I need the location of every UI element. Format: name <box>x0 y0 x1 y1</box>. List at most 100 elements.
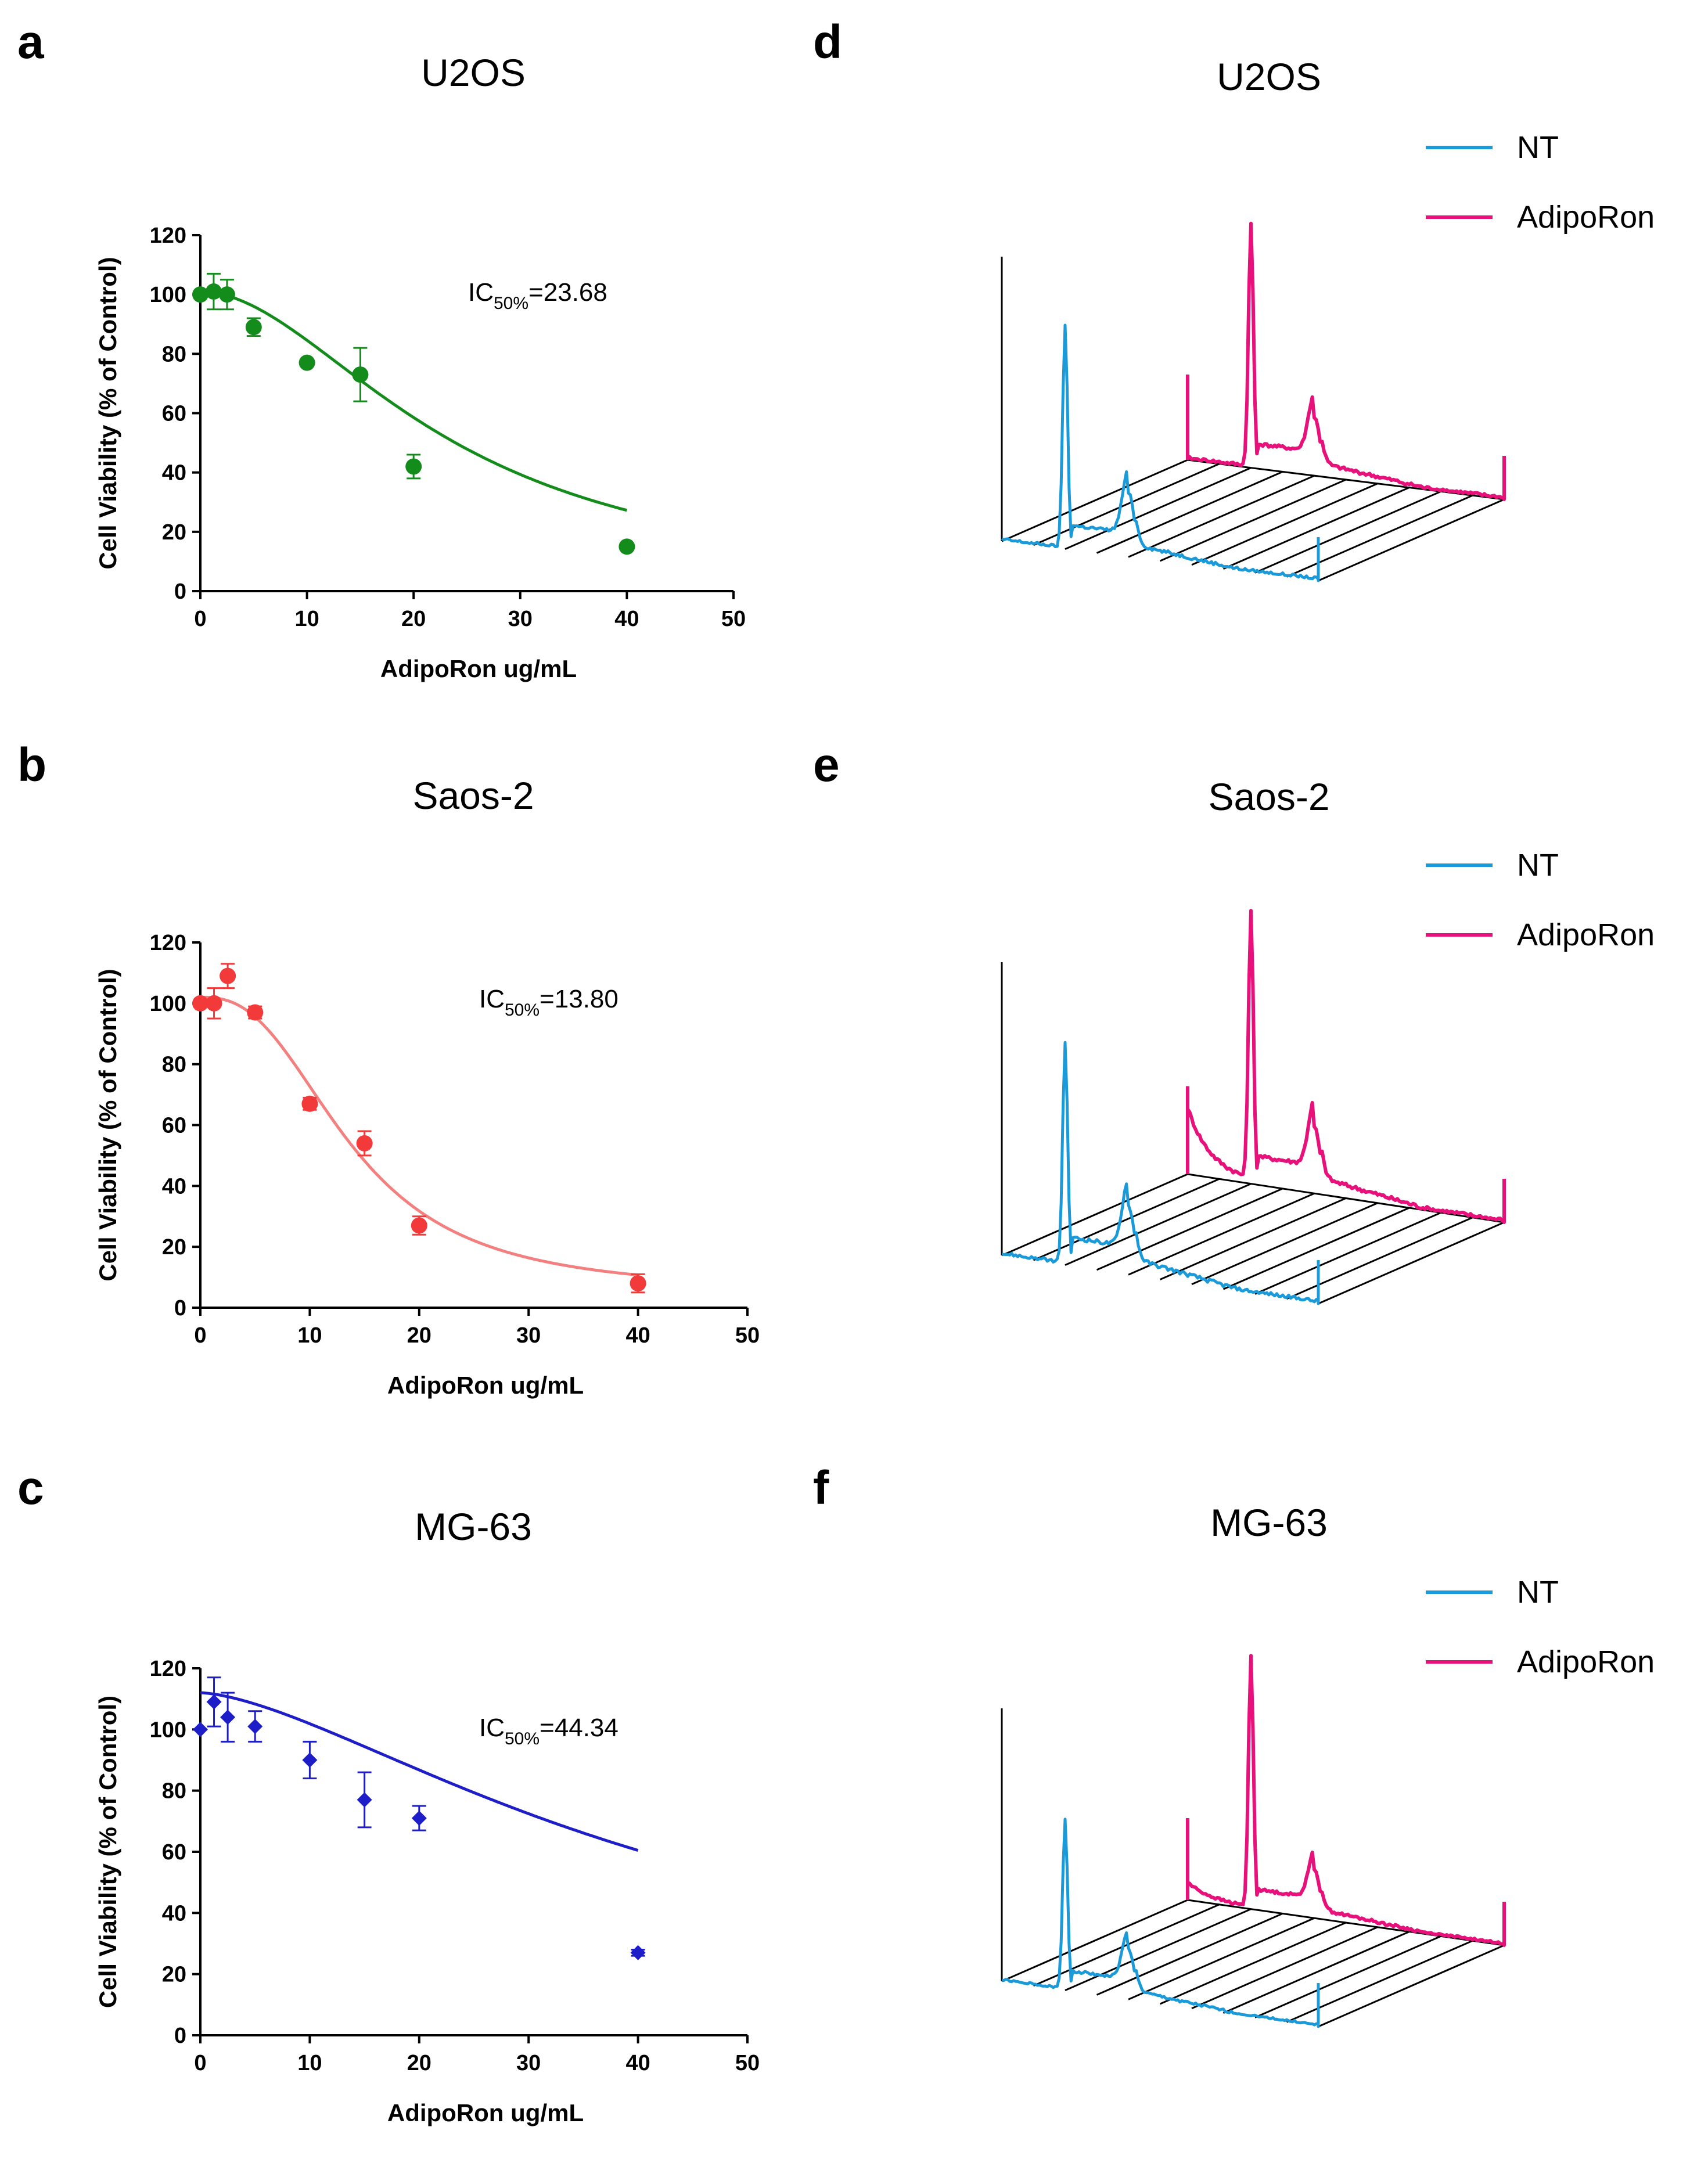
panel-letter: a <box>17 16 45 69</box>
x-tick-label: 0 <box>194 2051 206 2075</box>
depth-gridline <box>1033 1178 1220 1261</box>
data-point <box>411 1217 427 1234</box>
depth-gridline <box>1222 487 1410 570</box>
ic50-subscript: 50% <box>494 294 528 313</box>
x-tick-label: 30 <box>508 607 533 631</box>
data-point <box>302 1752 318 1768</box>
fit-curve <box>200 290 628 512</box>
legend-label: AdipoRon <box>1517 1644 1655 1679</box>
y-axis-label: Cell Viability (% of Control) <box>94 257 121 569</box>
depth-gridline <box>1096 1913 1283 1996</box>
series-trace-nt <box>1001 1041 1320 1305</box>
data-point <box>192 286 208 303</box>
data-point <box>619 538 635 555</box>
depth-gridline <box>1191 483 1378 566</box>
chart-title: MG-63 <box>415 1505 532 1548</box>
x-tick-label: 40 <box>625 1323 650 1348</box>
x-tick-label: 50 <box>735 1323 760 1348</box>
x-axis-label: AdipoRon ug/mL <box>387 2099 584 2126</box>
y-tick-label: 40 <box>162 1901 186 1926</box>
x-axis-label: AdipoRon ug/mL <box>387 1372 584 1399</box>
depth-gridline <box>1033 463 1220 546</box>
y-tick-label: 60 <box>162 1114 186 1138</box>
dose-response-chart-b: b Saos-2 0 10 20 30 40 50 0 20 40 60 80 100 120 AdipoRo… <box>17 739 760 1399</box>
depth-gridline <box>1191 1926 1378 2010</box>
depth-gridline <box>1222 1931 1410 2014</box>
depth-gridline <box>1065 1908 1252 1991</box>
panel-letter: e <box>813 739 840 791</box>
x-tick-label: 10 <box>297 2051 322 2075</box>
y-tick-label: 100 <box>150 992 186 1016</box>
data-point <box>630 1945 646 1960</box>
ic50-prefix: IC <box>468 278 494 307</box>
y-tick-label: 80 <box>162 1053 186 1077</box>
legend: NT AdipoRon <box>1426 130 1655 235</box>
ic50-subscript: 50% <box>505 1729 540 1748</box>
dose-response-chart-c: c MG-63 0 10 20 30 40 50 0 20 40 60 80 100 120 AdipoRon… <box>17 1462 760 2126</box>
legend-label: NT <box>1517 848 1559 883</box>
y-axis-label: Cell Viability (% of Control) <box>94 1696 121 2008</box>
depth-gridline <box>1001 1899 1188 1982</box>
x-tick-label: 10 <box>294 607 319 631</box>
cell-cycle-chart-d: d U2OS NT AdipoRon <box>813 16 1655 582</box>
series-trace-adiporon <box>1186 1654 1506 1947</box>
data-point <box>205 283 222 300</box>
depth-gridline <box>1222 1207 1410 1290</box>
cell-cycle-chart-f: f MG-63 NT AdipoRon <box>813 1462 1655 2028</box>
panel-letter: c <box>17 1462 44 1514</box>
x-tick-label: 50 <box>735 2051 760 2075</box>
depth-gridline <box>1286 1939 1473 2023</box>
x-tick-label: 40 <box>614 607 639 631</box>
back-baseline <box>1187 1899 1505 1946</box>
data-point <box>247 1719 263 1734</box>
ic50-value: =13.80 <box>540 985 619 1013</box>
depth-gridline <box>1318 1944 1505 2028</box>
data-point <box>218 286 235 303</box>
series-trace-nt <box>1001 323 1320 582</box>
x-axis-label: AdipoRon ug/mL <box>380 655 577 682</box>
chart-title: Saos-2 <box>412 774 534 817</box>
depth-gridline <box>1033 1903 1220 1987</box>
x-tick-label: 10 <box>297 1323 322 1348</box>
legend: NT AdipoRon <box>1426 848 1655 952</box>
depth-gridline <box>1065 1183 1252 1266</box>
depth-gridline <box>1001 459 1188 542</box>
fit-curve <box>200 1691 639 1852</box>
x-tick-label: 0 <box>194 1323 206 1348</box>
y-tick-label: 120 <box>150 1657 186 1681</box>
data-point <box>301 1095 318 1112</box>
y-tick-label: 0 <box>174 2024 186 2048</box>
y-tick-label: 40 <box>162 1174 186 1199</box>
series-trace-nt <box>1001 1818 1320 2028</box>
depth-gridline <box>1096 1187 1283 1271</box>
data-point <box>352 366 369 383</box>
depth-gridline <box>1286 494 1473 578</box>
data-point <box>405 458 422 475</box>
chart-title: Saos-2 <box>1208 775 1329 818</box>
ic50-subscript: 50% <box>505 1001 540 1020</box>
y-tick-label: 80 <box>162 1779 186 1804</box>
depth-gridline <box>1065 467 1252 550</box>
depth-gridline <box>1096 471 1283 554</box>
cell-cycle-chart-e: e Saos-2 NT AdipoRon <box>813 739 1655 1305</box>
x-tick-label: 30 <box>516 2051 541 2075</box>
ic50-prefix: IC <box>479 1714 505 1742</box>
legend: NT AdipoRon <box>1426 1575 1655 1679</box>
data-point <box>299 354 315 371</box>
y-tick-label: 20 <box>162 1235 186 1259</box>
depth-gridline <box>1159 1197 1347 1280</box>
x-tick-label: 0 <box>194 607 206 631</box>
data-point <box>220 967 236 984</box>
ic50-prefix: IC <box>479 985 505 1013</box>
depth-gridline <box>1159 1921 1347 2005</box>
data-point <box>206 995 222 1012</box>
panel-letter: f <box>813 1462 829 1514</box>
series-trace-adiporon <box>1186 909 1506 1224</box>
dose-response-chart-a: a U2OS 0 10 20 30 40 50 0 20 40 60 80 100 120 AdipoRon … <box>17 16 746 682</box>
y-tick-label: 100 <box>150 1718 186 1742</box>
panel-letter: b <box>17 739 46 791</box>
y-tick-label: 40 <box>162 461 186 485</box>
depth-gridline <box>1159 478 1347 562</box>
ic50-value: =44.34 <box>540 1714 619 1742</box>
